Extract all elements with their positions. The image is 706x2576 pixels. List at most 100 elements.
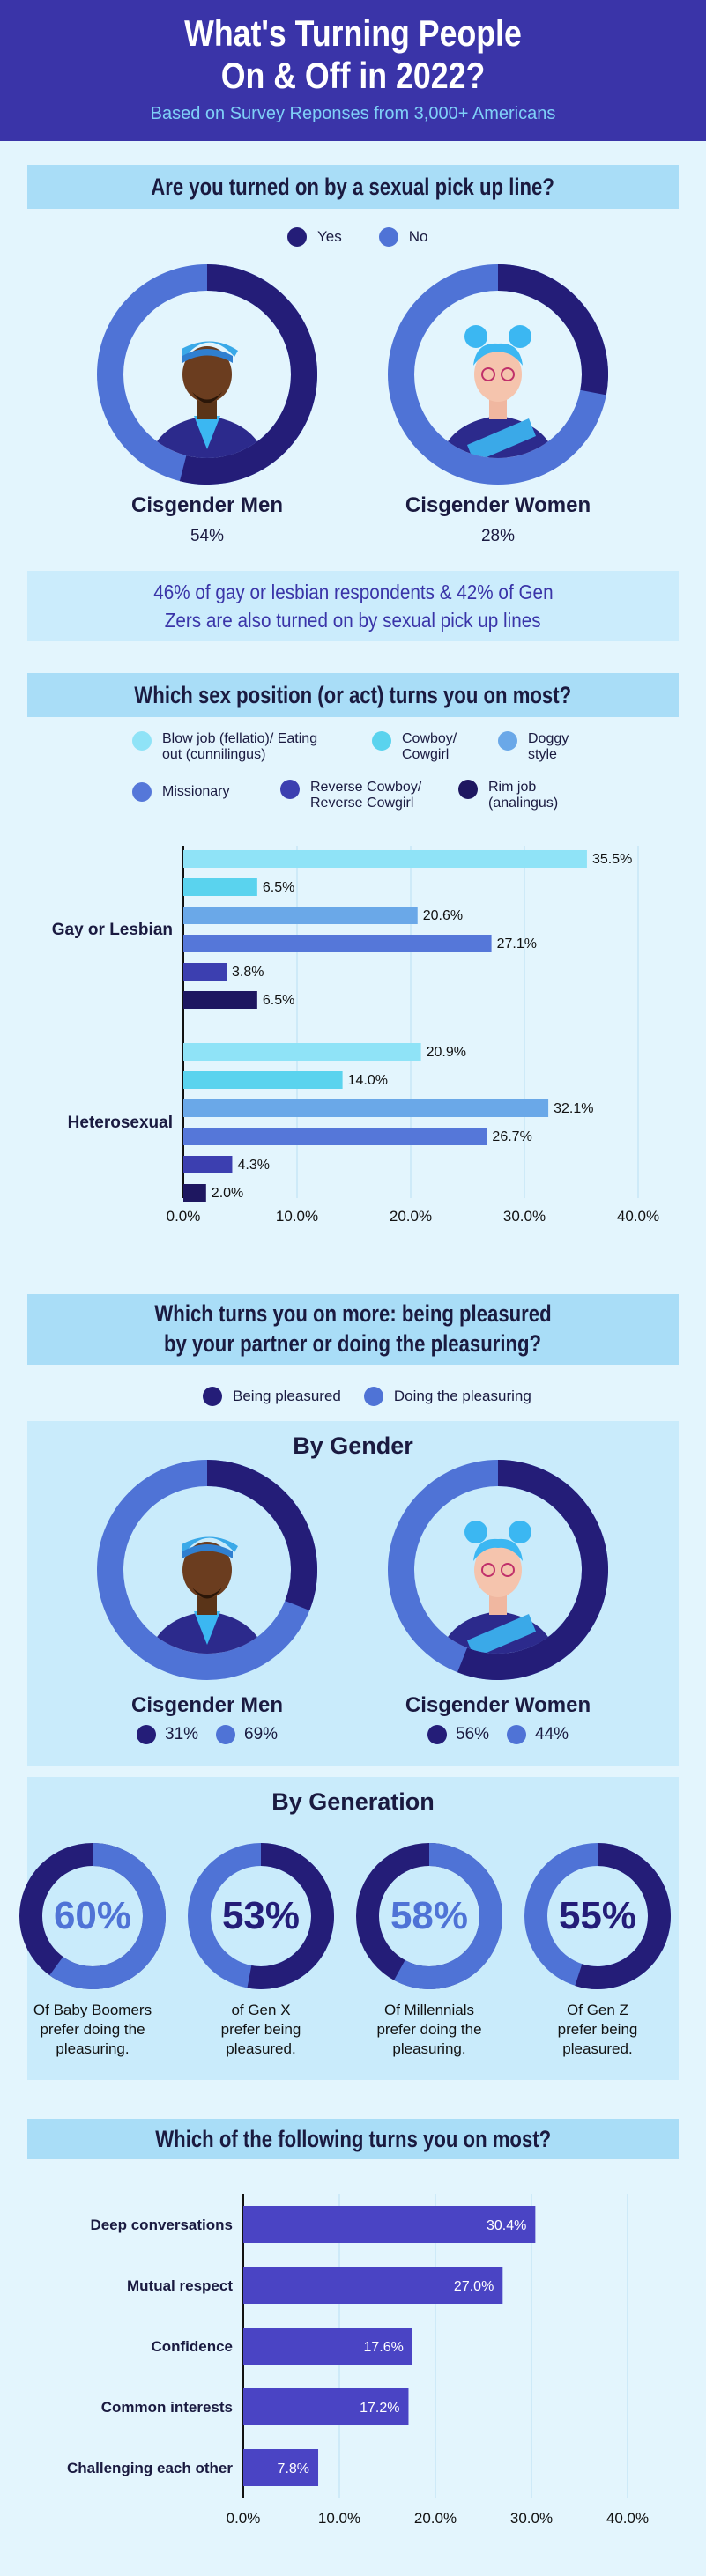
by-generation-title: By Generation	[271, 1788, 435, 1815]
x-tick-label: 40.0%	[617, 1208, 659, 1225]
generation-1-value-arc	[247, 1843, 334, 1989]
man-avatar	[145, 341, 269, 458]
generation-pct-1: 53%	[222, 1894, 300, 1937]
bar	[183, 1128, 487, 1145]
bar-value-label: 17.2%	[360, 2401, 399, 2416]
bar	[183, 850, 587, 868]
woman-avatar-2	[436, 1521, 560, 1654]
legend-item-reverse: Reverse Cowboy/Reverse Cowgirl	[280, 780, 421, 811]
category-label: Mutual respect	[127, 2277, 233, 2294]
legend-yes-swatch	[287, 227, 307, 247]
men-values-2: 31% 69%	[137, 1725, 278, 1744]
legend-no-label: No	[408, 228, 428, 245]
callout-line-1: 46% of gay or lesbian respondents & 42% …	[152, 581, 554, 603]
bar	[243, 2449, 319, 2486]
man-avatar-2	[145, 1536, 269, 1654]
men-value-1: 54%	[190, 527, 225, 545]
x-tick-label: 10.0%	[318, 2510, 360, 2527]
men-pleasured-value-arc	[206, 1460, 317, 1611]
section4-title: Which of the following turns you on most…	[27, 2119, 679, 2159]
generation-pct-3: 55%	[559, 1894, 636, 1937]
women-yes-value-arc	[497, 264, 608, 396]
bar	[243, 2267, 503, 2304]
bar-value-label: 35.5%	[592, 852, 632, 867]
bar-value-label: 27.1%	[497, 936, 537, 951]
section2-title: Which sex position (or act) turns you on…	[27, 673, 679, 717]
x-tick-label: 10.0%	[276, 1208, 318, 1225]
category-label: Heterosexual	[68, 1114, 173, 1132]
x-tick-label: 0.0%	[167, 1208, 201, 1225]
category-label: Deep conversations	[90, 2217, 233, 2233]
pickup-callout: 46% of gay or lesbian respondents & 42% …	[27, 571, 679, 641]
generation-caption-0: Of Baby Boomers prefer doing the pleasurin…	[33, 2002, 152, 2057]
legend-no-swatch	[378, 227, 398, 247]
bar-value-label: 14.0%	[348, 1073, 388, 1088]
generation-donut-1: 53%	[188, 1843, 334, 1989]
bar	[243, 2206, 536, 2243]
women-label-2: Cisgender Women	[405, 1693, 591, 1717]
generation-0-value-arc	[49, 1843, 166, 1989]
category-label: Common interests	[101, 2399, 233, 2416]
legend-item-rimjob: Rim job (analingus)	[458, 780, 558, 811]
women-donut-pleasure	[388, 1460, 608, 1680]
bar-value-label: 26.7%	[492, 1129, 531, 1144]
title-line-1: What's Turning People	[184, 12, 522, 54]
bar-value-label: 27.0%	[454, 2279, 494, 2294]
header-banner: What's Turning People On & Off in 2022? …	[0, 0, 706, 141]
bar	[183, 1043, 421, 1061]
men-donut-pickup	[97, 264, 317, 485]
by-gender-panel: By Gender	[27, 1421, 679, 1766]
bar-value-label: 6.5%	[263, 880, 294, 895]
legend-item-cowgirl: Cowboy/Cowgirl	[372, 731, 457, 763]
bar	[183, 1156, 233, 1173]
bar	[183, 1184, 206, 1202]
legend-item-missionary: Missionary	[132, 782, 229, 802]
section1-legend: Yes No	[287, 227, 427, 247]
page-title: What's Turning People On & Off in 2022?	[53, 12, 653, 97]
generation-donut-2: 58%	[356, 1843, 502, 1989]
generation-2-value-arc	[394, 1843, 502, 1989]
section3-title: Which turns you on more: being pleasured…	[27, 1294, 679, 1365]
bar	[183, 935, 492, 952]
bar-value-label: 32.1%	[554, 1101, 593, 1116]
category-label: Gay or Lesbian	[52, 921, 173, 939]
men-label-1: Cisgender Men	[130, 493, 284, 517]
generation-donut-0: 60%	[19, 1843, 166, 1989]
generation-caption-2: Of Millennials prefer doing the pleasuring…	[376, 2002, 482, 2057]
legend-pleasured-label: Being pleasured	[233, 1388, 341, 1404]
generation-donuts: 60% Of Baby Boomers prefer doing the pleasu…	[0, 1837, 706, 2075]
bar-value-label: 6.5%	[263, 993, 294, 1008]
bar-value-label: 17.6%	[363, 2340, 403, 2355]
x-tick-label: 20.0%	[414, 2510, 457, 2527]
bar	[183, 907, 418, 924]
by-generation-panel: By Generation	[27, 1777, 679, 2080]
bar	[183, 878, 257, 896]
women-pleasured-value-arc	[457, 1460, 608, 1680]
generation-pct-2: 58%	[390, 1894, 468, 1937]
generation-donut-3: 55%	[524, 1843, 671, 1989]
section3-legend: Being pleasured Doing the pleasuring	[203, 1387, 531, 1406]
generation-pct-0: 60%	[54, 1894, 131, 1937]
bar-value-label: 20.6%	[423, 908, 463, 923]
bar	[183, 1071, 343, 1089]
bar-value-label: 4.3%	[237, 1158, 269, 1173]
callout-line-2: Zers are also turned on by sexual pick u…	[165, 609, 541, 632]
bar-value-label: 20.9%	[427, 1045, 466, 1060]
page-subtitle: Based on Survey Reponses from 3,000+ Ame…	[150, 104, 556, 123]
bar	[243, 2328, 412, 2365]
legend-pleasuring-swatch	[363, 1387, 383, 1406]
bar	[183, 991, 257, 1009]
bar	[243, 2388, 409, 2425]
bar-value-label: 7.8%	[278, 2461, 309, 2476]
men-donut-pleasure	[97, 1460, 317, 1680]
section1-title: Are you turned on by a sexual pick up li…	[27, 165, 679, 209]
bar-value-label: 3.8%	[232, 965, 264, 980]
x-tick-label: 0.0%	[227, 2510, 261, 2527]
legend-item-doggy: Doggy style	[498, 731, 569, 763]
women-values-2: 56% 44%	[427, 1725, 569, 1744]
x-tick-label: 40.0%	[606, 2510, 649, 2527]
women-value-1: 28%	[480, 527, 516, 545]
men-yes-value-arc	[179, 264, 317, 485]
